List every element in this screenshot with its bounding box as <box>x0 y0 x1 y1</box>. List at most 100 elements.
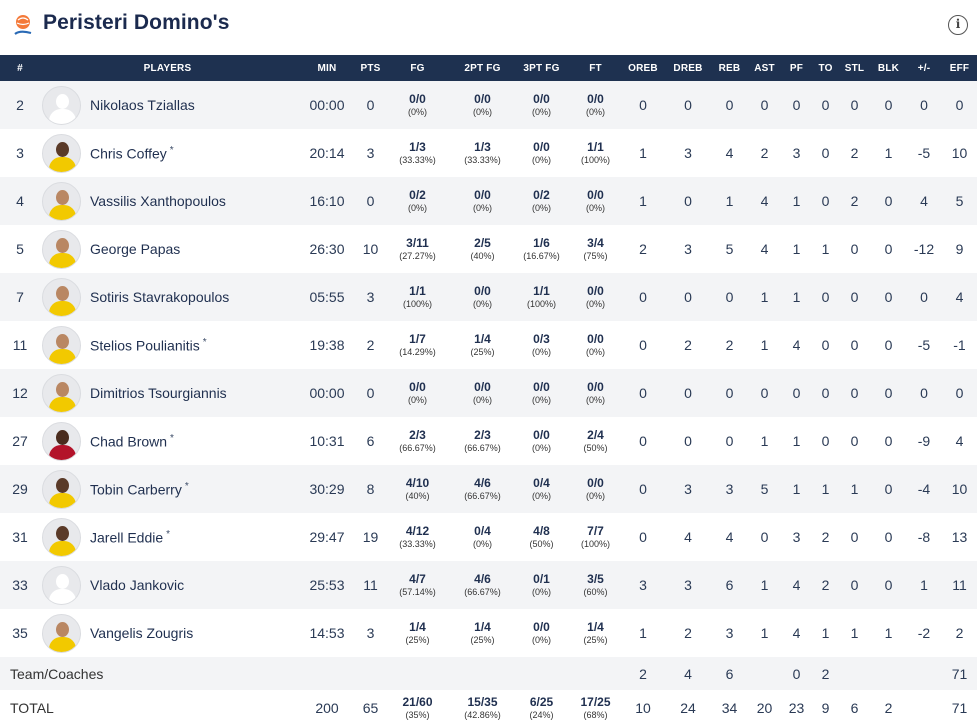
rebounds: 0 <box>710 417 749 465</box>
column-header-blk[interactable]: BLK <box>871 55 906 81</box>
player-cell: Vlado Jankovic <box>40 561 295 609</box>
three-point-fg: 0/2 (0%) <box>512 177 571 225</box>
free-throws: 3/5 (60%) <box>571 561 620 609</box>
player-row[interactable]: 2 Nikolaos Tziallas 00:00 0 0/0 (0%) 0/0 (0%) 0/… <box>0 81 977 129</box>
field-goals-percentage: (35%) <box>405 709 430 720</box>
free-throws-percentage: (0%) <box>585 298 605 309</box>
field-goals-percentage: (66.67%) <box>399 442 436 453</box>
player-name-link[interactable]: Vlado Jankovic <box>90 577 184 593</box>
player-avatar <box>42 85 81 125</box>
field-goals-percentage: (0%) <box>407 394 427 405</box>
free-throws-made-attempted: 0/0 <box>587 187 604 202</box>
column-header-ast[interactable]: AST <box>749 55 780 81</box>
assists: 0 <box>749 369 780 417</box>
player-row[interactable]: 3 Chris Coffey * 20:14 3 1/3 (33.33%) 1/3 (33.33… <box>0 129 977 177</box>
player-name-link[interactable]: George Papas <box>90 241 180 257</box>
three-point-fg-percentage: (0%) <box>531 442 551 453</box>
offensive-rebounds: 0 <box>620 369 666 417</box>
player-name-link[interactable]: Dimitrios Tsourgiannis <box>90 385 227 401</box>
player-avatar <box>42 565 81 605</box>
defensive-rebounds: 4 <box>666 657 710 690</box>
player-name-link[interactable]: Vangelis Zougris <box>90 625 193 641</box>
personal-fouls: 23 <box>780 690 813 726</box>
efficiency: 11 <box>942 561 977 609</box>
assists: 1 <box>749 417 780 465</box>
two-point-fg-percentage: (0%) <box>472 202 492 213</box>
player-name-link[interactable]: Jarell Eddie * <box>90 529 170 546</box>
three-point-fg: 0/0 (0%) <box>512 369 571 417</box>
field-goals-percentage: (57.14%) <box>399 586 436 597</box>
three-point-fg-percentage: (0%) <box>531 490 551 501</box>
two-point-fg-made-attempted: 4/6 <box>474 475 491 490</box>
rebounds: 6 <box>710 657 749 690</box>
column-header-fg3[interactable]: 3PT FG <box>512 55 571 81</box>
plus-minus: -8 <box>906 513 942 561</box>
player-name-link[interactable]: Nikolaos Tziallas <box>90 97 195 113</box>
player-row[interactable]: 11 Stelios Poulianitis * 19:38 2 1/7 (14.29%) 1… <box>0 321 977 369</box>
points: 19 <box>359 513 382 561</box>
personal-fouls: 1 <box>780 225 813 273</box>
column-header-oreb[interactable]: OREB <box>620 55 666 81</box>
player-row[interactable]: 29 Tobin Carberry * 30:29 8 4/10 (40%) 4/6 (66.6… <box>0 465 977 513</box>
player-row[interactable]: 33 Vlado Jankovic 25:53 11 4/7 (57.14%) 4/6 (66… <box>0 561 977 609</box>
column-header-eff[interactable]: EFF <box>942 55 977 81</box>
column-header-pts[interactable]: PTS <box>359 55 382 81</box>
turnovers: 1 <box>813 609 838 657</box>
column-header-plus-minus[interactable]: +/- <box>906 55 942 81</box>
player-name-link[interactable]: Chad Brown * <box>90 433 174 450</box>
player-avatar <box>42 373 81 413</box>
player-row[interactable]: 35 Vangelis Zougris 14:53 3 1/4 (25%) 1/4 (25%)… <box>0 609 977 657</box>
column-header-to[interactable]: TO <box>813 55 838 81</box>
three-point-fg-percentage: (0%) <box>531 106 551 117</box>
player-row[interactable]: 12 Dimitrios Tsourgiannis 00:00 0 0/0 (0%) 0/0… <box>0 369 977 417</box>
blocks: 1 <box>871 609 906 657</box>
turnovers: 0 <box>813 81 838 129</box>
rebounds: 1 <box>710 177 749 225</box>
minutes: 29:47 <box>295 513 359 561</box>
player-row[interactable]: 31 Jarell Eddie * 29:47 19 4/12 (33.33%) 0/4 (0%… <box>0 513 977 561</box>
turnovers: 2 <box>813 657 838 690</box>
steals: 0 <box>838 369 871 417</box>
offensive-rebounds: 2 <box>620 657 666 690</box>
rebounds: 0 <box>710 273 749 321</box>
efficiency: 10 <box>942 129 977 177</box>
player-row[interactable]: 7 Sotiris Stavrakopoulos 05:55 3 1/1 (100%) 0/… <box>0 273 977 321</box>
player-avatar <box>42 181 81 221</box>
column-header-stl[interactable]: STL <box>838 55 871 81</box>
column-header-min[interactable]: MIN <box>295 55 359 81</box>
column-header-pf[interactable]: PF <box>780 55 813 81</box>
assists: 2 <box>749 129 780 177</box>
player-row[interactable]: 4 Vassilis Xanthopoulos 16:10 0 0/2 (0%) 0/0 (0… <box>0 177 977 225</box>
personal-fouls: 4 <box>780 609 813 657</box>
two-point-fg-percentage: (66.67%) <box>464 442 501 453</box>
column-header-players[interactable]: PLAYERS <box>40 55 295 81</box>
field-goals-percentage: (0%) <box>407 106 427 117</box>
assists: 5 <box>749 465 780 513</box>
player-row[interactable]: 5 George Papas 26:30 10 3/11 (27.27%) 2/5 (40%)… <box>0 225 977 273</box>
column-header-ft[interactable]: FT <box>571 55 620 81</box>
field-goals-made-attempted: 1/3 <box>409 139 426 154</box>
free-throws: 7/7 (100%) <box>571 513 620 561</box>
offensive-rebounds: 10 <box>620 690 666 726</box>
info-icon[interactable]: i <box>948 15 968 35</box>
player-name-link[interactable]: Stelios Poulianitis * <box>90 337 207 354</box>
column-header-dreb[interactable]: DREB <box>666 55 710 81</box>
column-header-fg2[interactable]: 2PT FG <box>453 55 512 81</box>
player-name-link[interactable]: Sotiris Stavrakopoulos <box>90 289 229 305</box>
column-header-fg[interactable]: FG <box>382 55 453 81</box>
steals: 0 <box>838 225 871 273</box>
field-goals: 1/3 (33.33%) <box>382 129 453 177</box>
two-point-fg-made-attempted: 0/0 <box>474 91 491 106</box>
column-header-reb[interactable]: REB <box>710 55 749 81</box>
offensive-rebounds: 0 <box>620 321 666 369</box>
player-row[interactable]: 27 Chad Brown * 10:31 6 2/3 (66.67%) 2/3 (66.67%… <box>0 417 977 465</box>
player-name-link[interactable]: Tobin Carberry * <box>90 481 189 498</box>
three-point-fg-made-attempted: 0/4 <box>533 475 550 490</box>
turnovers: 0 <box>813 177 838 225</box>
player-name-link[interactable]: Chris Coffey * <box>90 145 174 162</box>
points: 11 <box>359 561 382 609</box>
column-header-number[interactable]: # <box>0 55 40 81</box>
defensive-rebounds: 3 <box>666 225 710 273</box>
rebounds: 0 <box>710 81 749 129</box>
player-name-link[interactable]: Vassilis Xanthopoulos <box>90 193 226 209</box>
